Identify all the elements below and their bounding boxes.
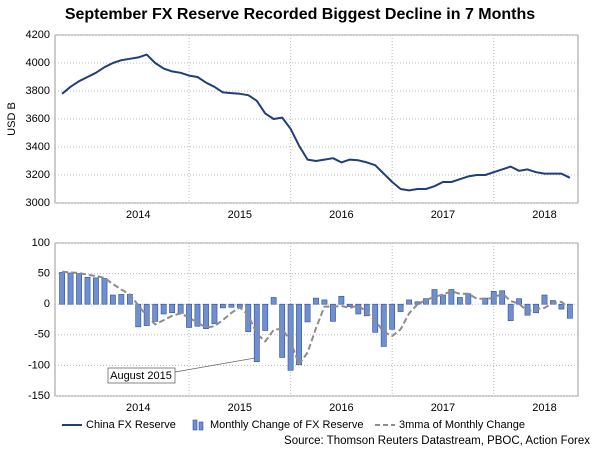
bar <box>321 299 328 305</box>
series-line <box>61 53 571 192</box>
x-tick-label: 2018 <box>532 209 556 221</box>
bar <box>465 293 472 305</box>
x-tick-label: 2015 <box>228 402 252 414</box>
y-tick-label: 50 <box>38 268 50 280</box>
series-line <box>62 270 571 366</box>
x-tick-label: 2017 <box>431 209 455 221</box>
bar <box>169 303 175 314</box>
bar <box>330 303 336 322</box>
bar <box>194 303 201 327</box>
bar <box>211 303 218 325</box>
chart-title: September FX Reserve Recorded Biggest De… <box>65 6 535 23</box>
annotation-text: August 2015 <box>110 370 172 382</box>
legend-label: Monthly Change of FX Reserve <box>210 419 363 431</box>
bar <box>270 297 277 305</box>
bar <box>363 303 370 317</box>
bar <box>516 298 522 305</box>
bar <box>279 303 286 358</box>
y-tick-label: -150 <box>28 390 50 402</box>
bar <box>296 303 302 366</box>
bar <box>245 303 252 333</box>
bar <box>380 303 387 347</box>
y-tick-label: 3600 <box>26 113 50 125</box>
legend-bar <box>198 421 204 431</box>
source: Source: Thomson Reuters Datastream, PBOC… <box>284 435 590 447</box>
x-tick-label: 2014 <box>126 402 150 414</box>
bar <box>541 294 548 305</box>
callout-box <box>107 367 176 384</box>
legend-label: 3mma of Monthly Change <box>399 419 525 431</box>
bar <box>177 303 184 314</box>
bar <box>152 303 159 322</box>
bar <box>313 297 319 305</box>
y-tick-label: 100 <box>32 237 50 249</box>
x-tick-label: 2016 <box>329 209 353 221</box>
bar <box>456 297 463 305</box>
bar <box>440 294 446 305</box>
bar <box>262 303 269 331</box>
bar <box>84 276 91 305</box>
bar <box>304 303 311 323</box>
x-tick-label: 2015 <box>228 209 252 221</box>
bar <box>414 301 421 305</box>
bar <box>346 303 353 307</box>
y-tick-label: -50 <box>34 329 50 341</box>
bar <box>499 290 506 305</box>
bar <box>566 303 573 319</box>
legend-label: China FX Reserve <box>86 419 176 431</box>
bar <box>93 277 99 305</box>
bar <box>558 303 565 310</box>
bar <box>389 303 396 330</box>
y-tick-label: 3800 <box>26 85 50 97</box>
bar <box>160 303 167 315</box>
bar <box>287 303 294 371</box>
bar <box>397 303 404 312</box>
y-tick-label: 4200 <box>26 29 50 41</box>
legend-bar <box>192 419 198 431</box>
bar <box>524 303 531 316</box>
callout-line <box>174 357 256 373</box>
bar <box>118 294 125 305</box>
x-tick-label: 2014 <box>126 209 150 221</box>
bar <box>135 303 142 328</box>
y-tick-label: 4000 <box>26 57 50 69</box>
y-tick-label: 3400 <box>26 141 50 153</box>
bar <box>219 303 226 309</box>
x-tick-label: 2018 <box>532 402 556 414</box>
y-tick-label: 3200 <box>26 169 50 181</box>
bar <box>253 303 260 363</box>
y-tick-label: -100 <box>28 359 50 371</box>
bar <box>338 295 345 305</box>
bar <box>67 272 74 305</box>
bar <box>203 303 209 329</box>
bar <box>228 303 235 308</box>
x-tick-label: 2016 <box>329 402 353 414</box>
y-tick-label: 3000 <box>26 197 50 209</box>
bar <box>101 278 108 305</box>
annotation: August 2015 <box>107 357 256 384</box>
bar <box>59 272 66 305</box>
legend: China FX Reserve Monthly Change of FX Re… <box>62 419 525 431</box>
bar <box>448 289 455 305</box>
x-tick-label: 2017 <box>431 402 455 414</box>
bar <box>109 294 116 305</box>
bar <box>76 273 82 305</box>
y-tick-label: 0 <box>44 298 50 310</box>
bar <box>406 299 413 305</box>
bar <box>355 303 362 315</box>
y-axis-label: USD B <box>6 102 18 136</box>
bar <box>507 303 514 322</box>
